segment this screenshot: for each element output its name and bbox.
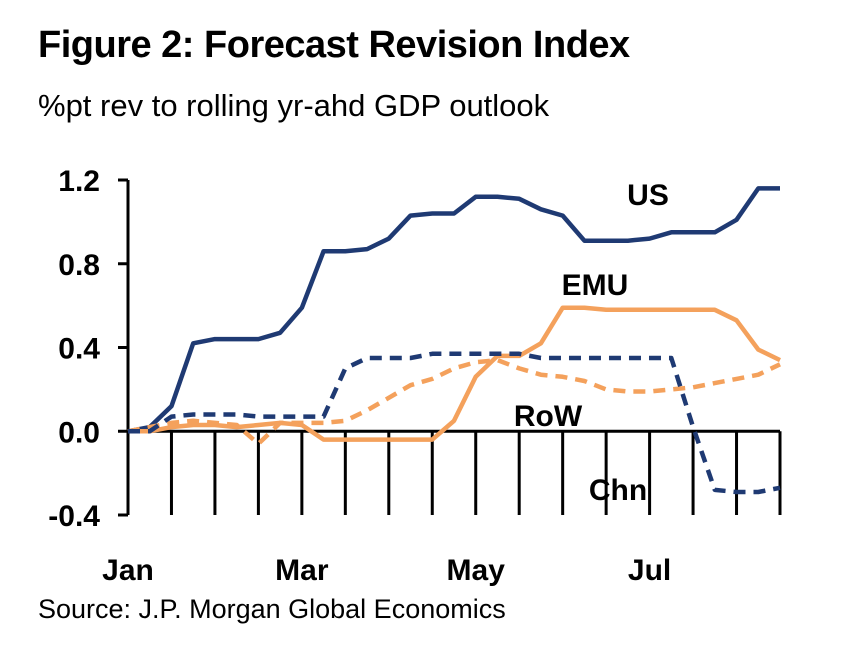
- series-label-us: US: [627, 179, 669, 212]
- chart-subtitle: %pt rev to rolling yr-ahd GDP outlook: [38, 88, 550, 123]
- series-label-row: RoW: [514, 400, 583, 433]
- series-line-us: [127, 186, 780, 434]
- series-line-row: [127, 357, 781, 447]
- series-line-emu: [128, 305, 781, 442]
- y-tick-label: 1.2: [58, 165, 100, 198]
- source-note: Source: J.P. Morgan Global Economics: [38, 594, 506, 624]
- series-label-chn: Chn: [589, 474, 647, 507]
- y-tick-label: -0.4: [48, 500, 100, 533]
- x-tick-label: Jul: [628, 554, 671, 587]
- series-line-chn: [128, 351, 781, 495]
- x-tick-label: Mar: [275, 554, 329, 587]
- x-tick-label: Jan: [102, 554, 154, 587]
- chart-title: Figure 2: Forecast Revision Index: [38, 24, 630, 66]
- y-tick-label: 0.0: [58, 416, 100, 449]
- series-label-emu: EMU: [562, 269, 629, 302]
- y-tick-label: 0.8: [58, 249, 100, 282]
- y-tick-label: 0.4: [58, 333, 100, 366]
- x-tick-label: May: [447, 554, 506, 587]
